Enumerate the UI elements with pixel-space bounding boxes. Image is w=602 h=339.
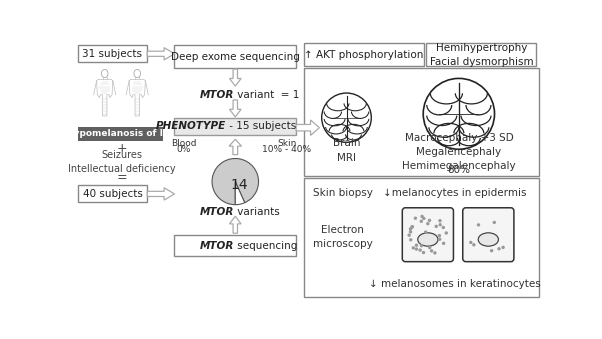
Circle shape	[428, 219, 431, 222]
Circle shape	[414, 217, 417, 220]
Circle shape	[442, 226, 445, 229]
Text: Skin biopsy: Skin biopsy	[312, 188, 373, 198]
Polygon shape	[96, 79, 113, 116]
Text: Brain
MRI: Brain MRI	[333, 138, 360, 163]
Circle shape	[497, 247, 501, 251]
Circle shape	[430, 249, 433, 253]
Text: Hypomelanosis of Ito: Hypomelanosis of Ito	[66, 129, 174, 138]
Text: Skin: Skin	[277, 139, 297, 148]
Wedge shape	[235, 182, 245, 205]
Text: sequencing: sequencing	[234, 240, 297, 251]
Circle shape	[422, 251, 425, 254]
Circle shape	[433, 251, 436, 255]
Polygon shape	[229, 100, 241, 117]
Polygon shape	[229, 216, 241, 233]
Text: ↑ AKT phosphorylation: ↑ AKT phosphorylation	[304, 49, 423, 60]
Text: ↓melanocytes in epidermis: ↓melanocytes in epidermis	[383, 188, 527, 198]
Polygon shape	[229, 139, 241, 155]
Circle shape	[426, 222, 429, 225]
Circle shape	[411, 225, 414, 228]
Circle shape	[477, 223, 480, 226]
Circle shape	[415, 247, 418, 251]
Circle shape	[442, 242, 445, 245]
Bar	[304, 43, 424, 66]
Circle shape	[412, 246, 415, 250]
Bar	[78, 185, 147, 202]
Circle shape	[409, 227, 412, 231]
Text: Blood: Blood	[171, 139, 196, 148]
Circle shape	[411, 225, 414, 228]
Bar	[78, 45, 147, 62]
Text: 40 subjects: 40 subjects	[82, 189, 143, 199]
Bar	[175, 45, 296, 68]
Circle shape	[490, 249, 494, 252]
Circle shape	[415, 243, 418, 247]
Text: 31 subjects: 31 subjects	[82, 49, 143, 59]
Ellipse shape	[423, 78, 494, 149]
Polygon shape	[129, 79, 145, 116]
Polygon shape	[147, 188, 175, 200]
Text: Hemihypertrophy
Facial dysmorphism: Hemihypertrophy Facial dysmorphism	[430, 42, 533, 66]
Text: Electron
microscopy: Electron microscopy	[313, 225, 373, 250]
Circle shape	[438, 238, 441, 241]
Circle shape	[420, 244, 423, 247]
Circle shape	[422, 217, 426, 220]
Text: PHENOTYPE: PHENOTYPE	[156, 121, 226, 131]
FancyBboxPatch shape	[463, 208, 514, 262]
Text: 10% - 40%: 10% - 40%	[262, 145, 311, 154]
Bar	[175, 118, 296, 135]
Ellipse shape	[418, 233, 438, 246]
Ellipse shape	[478, 233, 498, 246]
Text: MTOR: MTOR	[199, 89, 234, 100]
Text: MTOR: MTOR	[199, 206, 234, 217]
Circle shape	[445, 231, 448, 235]
Circle shape	[428, 246, 432, 249]
Ellipse shape	[101, 69, 108, 78]
Circle shape	[438, 219, 442, 222]
Polygon shape	[296, 120, 320, 135]
Circle shape	[420, 220, 423, 223]
Circle shape	[409, 230, 412, 234]
FancyBboxPatch shape	[402, 208, 453, 262]
Text: 80%: 80%	[447, 165, 470, 175]
Circle shape	[438, 223, 442, 226]
Text: Deep exome sequencing: Deep exome sequencing	[171, 52, 300, 62]
Text: variant  = 1: variant = 1	[234, 89, 299, 100]
Circle shape	[409, 238, 412, 241]
Bar	[304, 178, 539, 297]
Circle shape	[420, 215, 424, 218]
Circle shape	[438, 234, 441, 237]
Bar	[175, 235, 296, 256]
Wedge shape	[212, 159, 258, 205]
Bar	[426, 43, 536, 66]
Circle shape	[435, 225, 438, 228]
Text: MTOR: MTOR	[199, 240, 234, 251]
Bar	[78, 127, 163, 141]
Circle shape	[418, 248, 422, 252]
Circle shape	[472, 243, 476, 246]
Ellipse shape	[321, 93, 371, 142]
Circle shape	[501, 246, 505, 249]
Text: 14: 14	[231, 178, 248, 193]
Circle shape	[492, 221, 496, 224]
Text: +: +	[116, 142, 127, 155]
Ellipse shape	[134, 69, 140, 78]
Circle shape	[469, 241, 473, 244]
Text: ↓ melanosomes in keratinocytes: ↓ melanosomes in keratinocytes	[369, 279, 541, 289]
Text: Seizures
Intellectual deficiency: Seizures Intellectual deficiency	[68, 150, 176, 174]
Polygon shape	[229, 69, 241, 86]
Bar	[304, 68, 539, 176]
Circle shape	[408, 234, 411, 237]
Circle shape	[424, 231, 427, 234]
Text: =: =	[116, 171, 127, 184]
Text: 0%: 0%	[176, 145, 191, 154]
Polygon shape	[147, 47, 175, 60]
Text: variants: variants	[234, 206, 279, 217]
Text: Macrocephaly +3 SD
Megalencephaly
Hemimegalencephaly: Macrocephaly +3 SD Megalencephaly Hemime…	[402, 133, 516, 171]
Text: - 15 subjects: - 15 subjects	[226, 121, 296, 131]
